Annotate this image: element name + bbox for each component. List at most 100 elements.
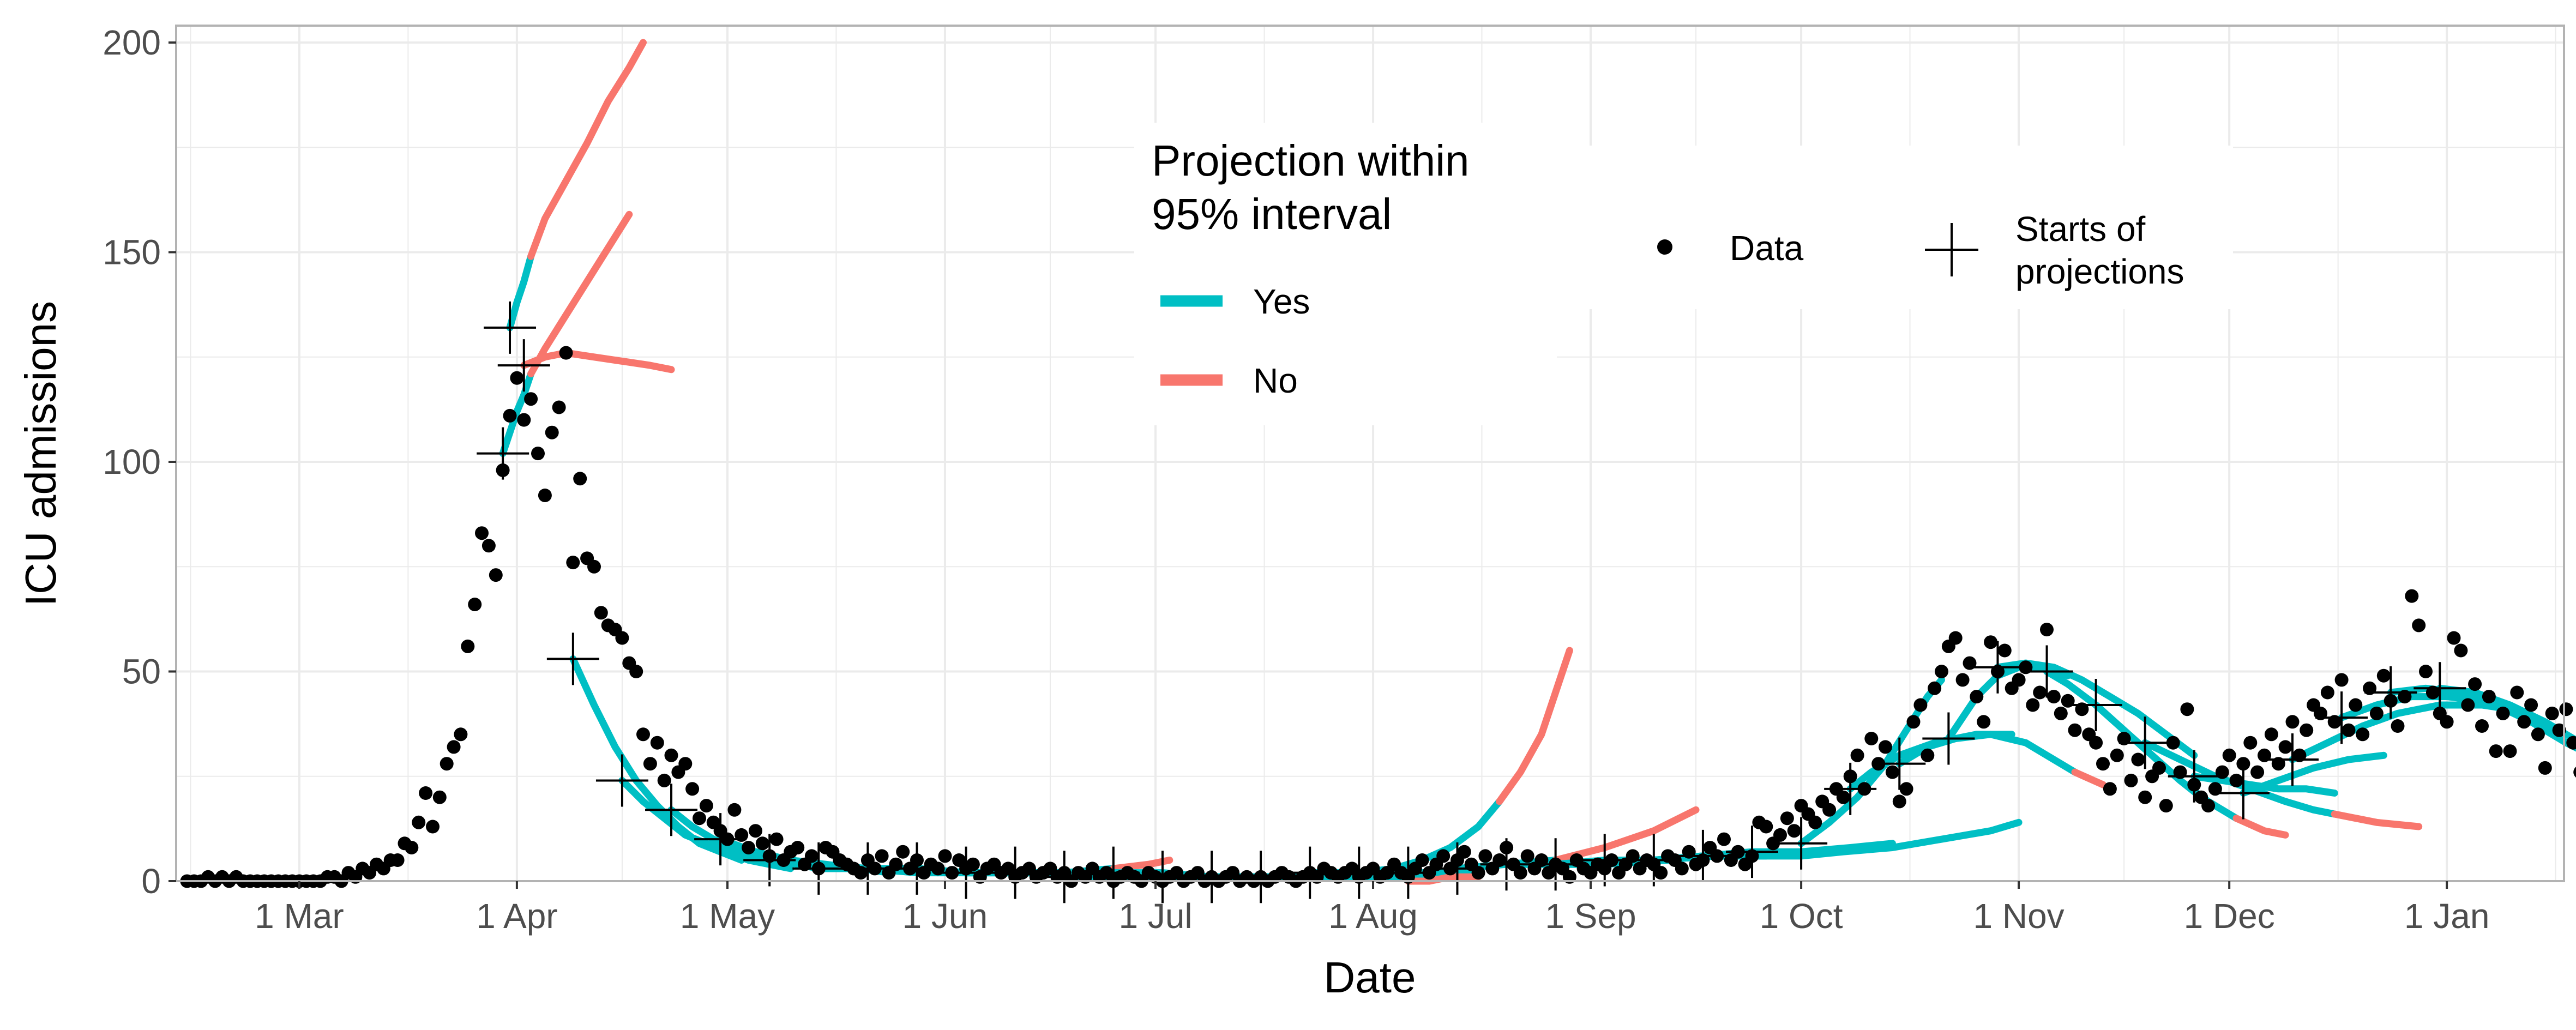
projection-start-marker (841, 842, 894, 895)
data-point (552, 400, 566, 414)
data-point (1970, 690, 1984, 704)
y-tick-label: 150 (103, 233, 161, 272)
legend-color: Projection within 95% interval Yes No (1134, 123, 1557, 425)
data-point (482, 539, 496, 553)
data-point (559, 346, 573, 360)
projection-start-marker (477, 427, 529, 480)
data-point (769, 832, 784, 846)
data-point (2419, 665, 2433, 678)
legend-label-data: Data (1730, 228, 1804, 268)
data-point (454, 727, 468, 742)
x-tick-label: 1 Jun (902, 896, 988, 936)
data-point (636, 727, 650, 742)
data-point (1977, 715, 1991, 729)
legend-color-title-line2: 95% interval (1152, 190, 1392, 238)
plot-border (175, 25, 2565, 882)
data-point (2454, 643, 2468, 658)
x-tick-label: 1 Sep (1545, 896, 1636, 936)
data-point (2489, 744, 2503, 758)
projection-start-marker (1775, 817, 1828, 870)
y-tick-label: 0 (141, 862, 161, 901)
data-point (1928, 681, 1942, 695)
data-point (2089, 736, 2103, 750)
data-point (531, 447, 545, 461)
data-point (1513, 866, 1527, 880)
projection-start-marker (1333, 846, 1386, 899)
data-point (2447, 631, 2461, 645)
data-point (2300, 723, 2314, 737)
data-point (938, 849, 952, 863)
projection-start-marker (1971, 641, 2024, 694)
data-point (412, 815, 426, 829)
data-point (1864, 732, 1879, 745)
data-point (2475, 719, 2489, 733)
data-point (693, 811, 706, 826)
data-point (1520, 849, 1534, 863)
data-point (1822, 803, 1837, 817)
data-point (2131, 752, 2145, 767)
data-point (594, 606, 608, 620)
projection-start-marker (1627, 834, 1680, 887)
data-point (1955, 673, 1970, 687)
data-point (1787, 824, 1801, 838)
projection-line-within (506, 252, 535, 332)
projection-start-marker (1578, 834, 1631, 887)
data-point (2103, 782, 2117, 796)
projection-line-within (499, 370, 535, 457)
data-point (1879, 740, 1892, 754)
projection-start-marker (2118, 716, 2171, 769)
projection-start-marker (1824, 762, 1877, 815)
projection-start-marker (1431, 842, 1484, 895)
data-point (615, 631, 629, 645)
legend-label-starts-line1: Starts of (2015, 209, 2146, 249)
legend-key-starts (1925, 223, 1978, 276)
data-point (1773, 828, 1787, 842)
data-point (2503, 744, 2517, 758)
data-point (503, 408, 517, 423)
data-point (2531, 727, 2545, 742)
data-point (2047, 690, 2061, 704)
data-point (538, 489, 552, 502)
projection-start-marker (645, 784, 698, 836)
data-point (664, 748, 678, 762)
data-point (1675, 862, 1689, 876)
data-point (2138, 790, 2152, 804)
projection-start-marker (1038, 851, 1091, 903)
legend-color-title-line1: Projection within (1152, 136, 1470, 185)
data-point (2369, 706, 2384, 720)
projection-line-within (1895, 731, 2079, 776)
data-point (2152, 761, 2166, 775)
projection-start-marker (1726, 826, 1779, 878)
x-tick-label: 1 May (680, 896, 775, 936)
projection-start-marker (2168, 750, 2220, 803)
data-point (524, 392, 538, 406)
x-tick-label: 1 Apr (476, 896, 557, 936)
projection-start-marker (1382, 846, 1435, 899)
x-tick-label: 1 Aug (1328, 896, 1418, 936)
data-point (2068, 723, 2082, 737)
data-point (1921, 748, 1935, 762)
data-point (2349, 698, 2363, 712)
projection-line-within (2436, 684, 2576, 745)
projection-start-marker (2414, 662, 2466, 715)
data-point (1759, 820, 1773, 834)
data-point (1717, 832, 1731, 846)
data-point (2391, 719, 2405, 733)
data-point (2552, 723, 2566, 737)
x-tick-label: 1 Oct (1760, 896, 1843, 936)
y-axis-ticks: 0 50 100 150 200 (103, 23, 176, 901)
data-point (650, 736, 664, 750)
projection-line-outside (2071, 768, 2106, 788)
data-point (2376, 668, 2391, 683)
data-point (517, 413, 531, 427)
data-point (2229, 773, 2243, 787)
data-point (2033, 685, 2047, 700)
data-point (390, 853, 405, 867)
data-point (2559, 702, 2573, 716)
projection-start-marker (2266, 733, 2319, 786)
data-point (1780, 811, 1794, 826)
data-point (2285, 715, 2300, 729)
y-tick-label: 100 (103, 442, 161, 481)
data-point (1984, 635, 1998, 649)
